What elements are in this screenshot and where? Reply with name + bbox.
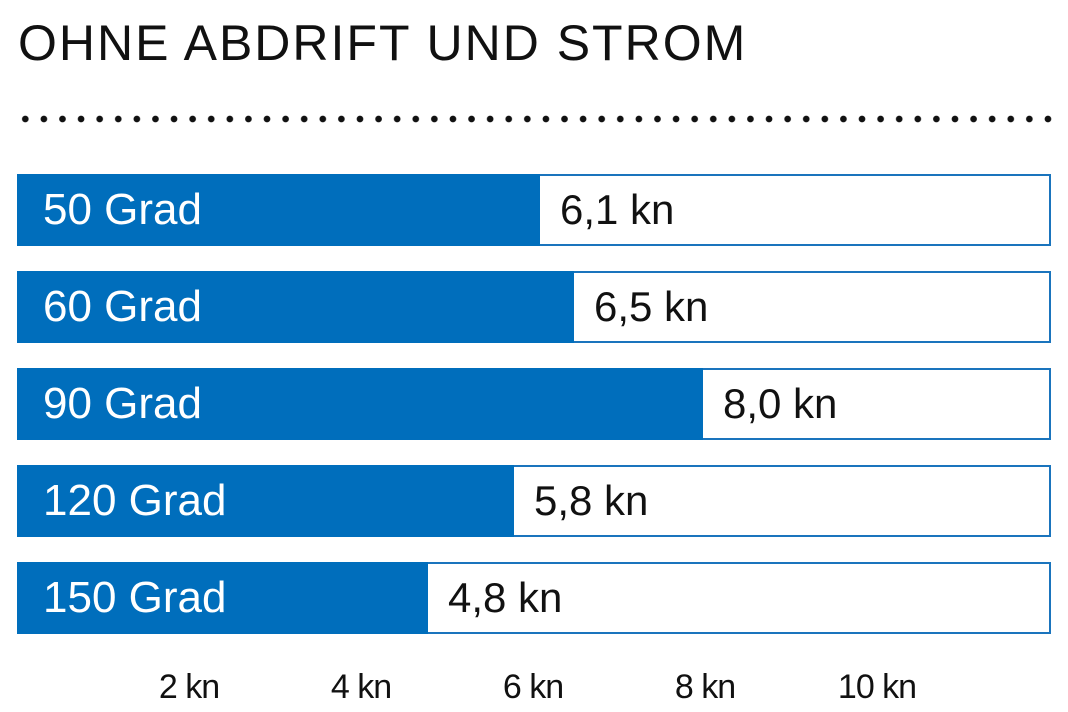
x-tick-label: 6 kn — [502, 668, 564, 706]
bar-fill — [17, 562, 428, 634]
bar-fill — [17, 465, 514, 537]
bar-fill — [17, 174, 540, 246]
bar-category-label: 60 Grad — [43, 282, 202, 331]
bar-chart: 50 Grad 6,1 kn 60 Grad 6,5 kn 90 Grad 8,0 kn 1… — [17, 174, 1051, 659]
bar-value-label: 6,5 kn — [594, 283, 709, 330]
bar-category-label: 90 Grad — [43, 379, 202, 428]
bar-value-label: 6,1 kn — [560, 186, 675, 233]
bar-row: 50 Grad 6,1 kn — [17, 174, 1051, 246]
dotted-divider — [16, 114, 1058, 124]
bar-fill — [17, 368, 703, 440]
bar-value-label: 8,0 kn — [723, 380, 838, 427]
bar-value-label: 4,8 kn — [448, 574, 563, 621]
bar-row: 120 Grad 5,8 kn — [17, 465, 1051, 537]
bar-category-label: 120 Grad — [43, 476, 227, 525]
bar-category-label: 50 Grad — [43, 185, 202, 234]
x-axis: 2 kn 4 kn 6 kn 8 kn 10 kn — [0, 668, 1068, 712]
bar-row: 90 Grad 8,0 kn — [17, 368, 1051, 440]
bar-value-label: 5,8 kn — [534, 477, 649, 524]
x-tick-label: 4 kn — [330, 668, 392, 706]
bar-row: 150 Grad 4,8 kn — [17, 562, 1051, 634]
x-tick-label: 8 kn — [674, 668, 736, 706]
bar-category-label: 150 Grad — [43, 573, 227, 622]
x-tick-label: 10 kn — [837, 668, 917, 706]
chart-title: OHNE ABDRIFT UND STROM — [18, 15, 748, 71]
x-tick-label: 2 kn — [158, 668, 220, 706]
bar-row: 60 Grad 6,5 kn — [17, 271, 1051, 343]
bar-fill — [17, 271, 574, 343]
